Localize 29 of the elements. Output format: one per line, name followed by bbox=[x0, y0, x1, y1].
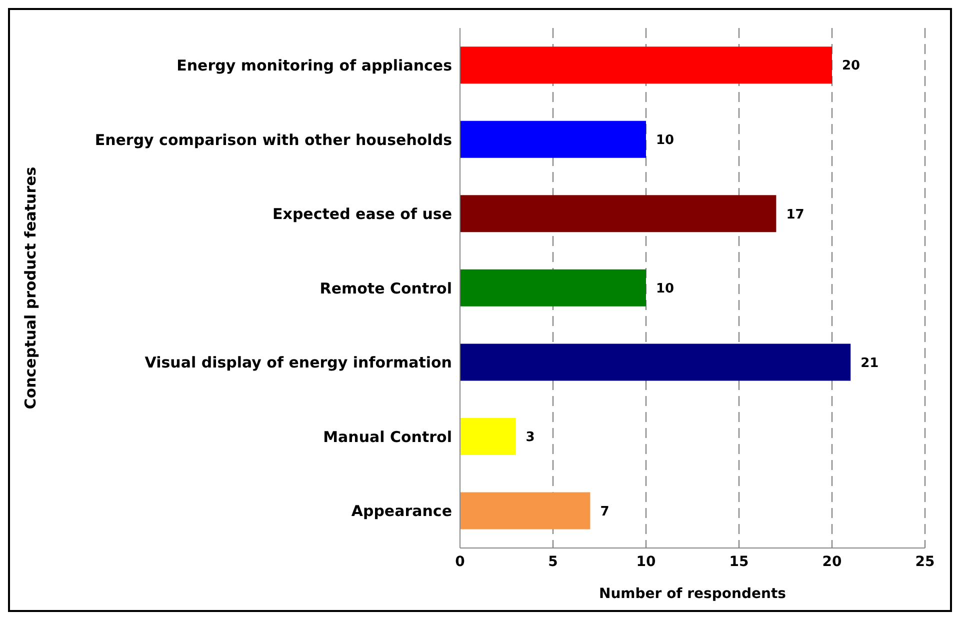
x-tick-label: 10 bbox=[636, 554, 656, 570]
y-tick-label: Remote Control bbox=[320, 279, 452, 298]
data-label: 10 bbox=[656, 132, 674, 148]
data-label: 20 bbox=[842, 58, 860, 74]
y-tick-label: Appearance bbox=[351, 502, 452, 520]
bar bbox=[460, 195, 776, 232]
y-tick-label: Expected ease of use bbox=[272, 205, 452, 224]
bar bbox=[460, 46, 832, 84]
bar bbox=[460, 344, 851, 381]
data-label: 3 bbox=[526, 430, 535, 446]
y-tick-label: Energy monitoring of appliances bbox=[176, 56, 452, 74]
bar bbox=[460, 120, 646, 158]
data-label: 10 bbox=[656, 282, 674, 297]
y-tick-label: Energy comparison with other households bbox=[94, 130, 452, 149]
data-label: 17 bbox=[786, 207, 804, 222]
bar bbox=[460, 492, 590, 530]
data-label: 21 bbox=[860, 356, 879, 371]
x-tick-label: 15 bbox=[729, 554, 749, 570]
y-tick-label: Visual display of energy information bbox=[144, 354, 452, 372]
y-axis-title: Conceptual product features bbox=[21, 166, 40, 410]
x-tick-label: 0 bbox=[455, 554, 466, 570]
bar bbox=[460, 269, 646, 306]
y-tick-label: Manual Control bbox=[323, 428, 452, 446]
data-label: 7 bbox=[600, 504, 610, 520]
x-axis-title: Number of respondents bbox=[599, 586, 786, 602]
x-tick-label: 25 bbox=[915, 554, 935, 570]
x-tick-label: 5 bbox=[548, 554, 558, 570]
bar bbox=[460, 418, 516, 455]
x-tick-label: 20 bbox=[822, 554, 842, 570]
